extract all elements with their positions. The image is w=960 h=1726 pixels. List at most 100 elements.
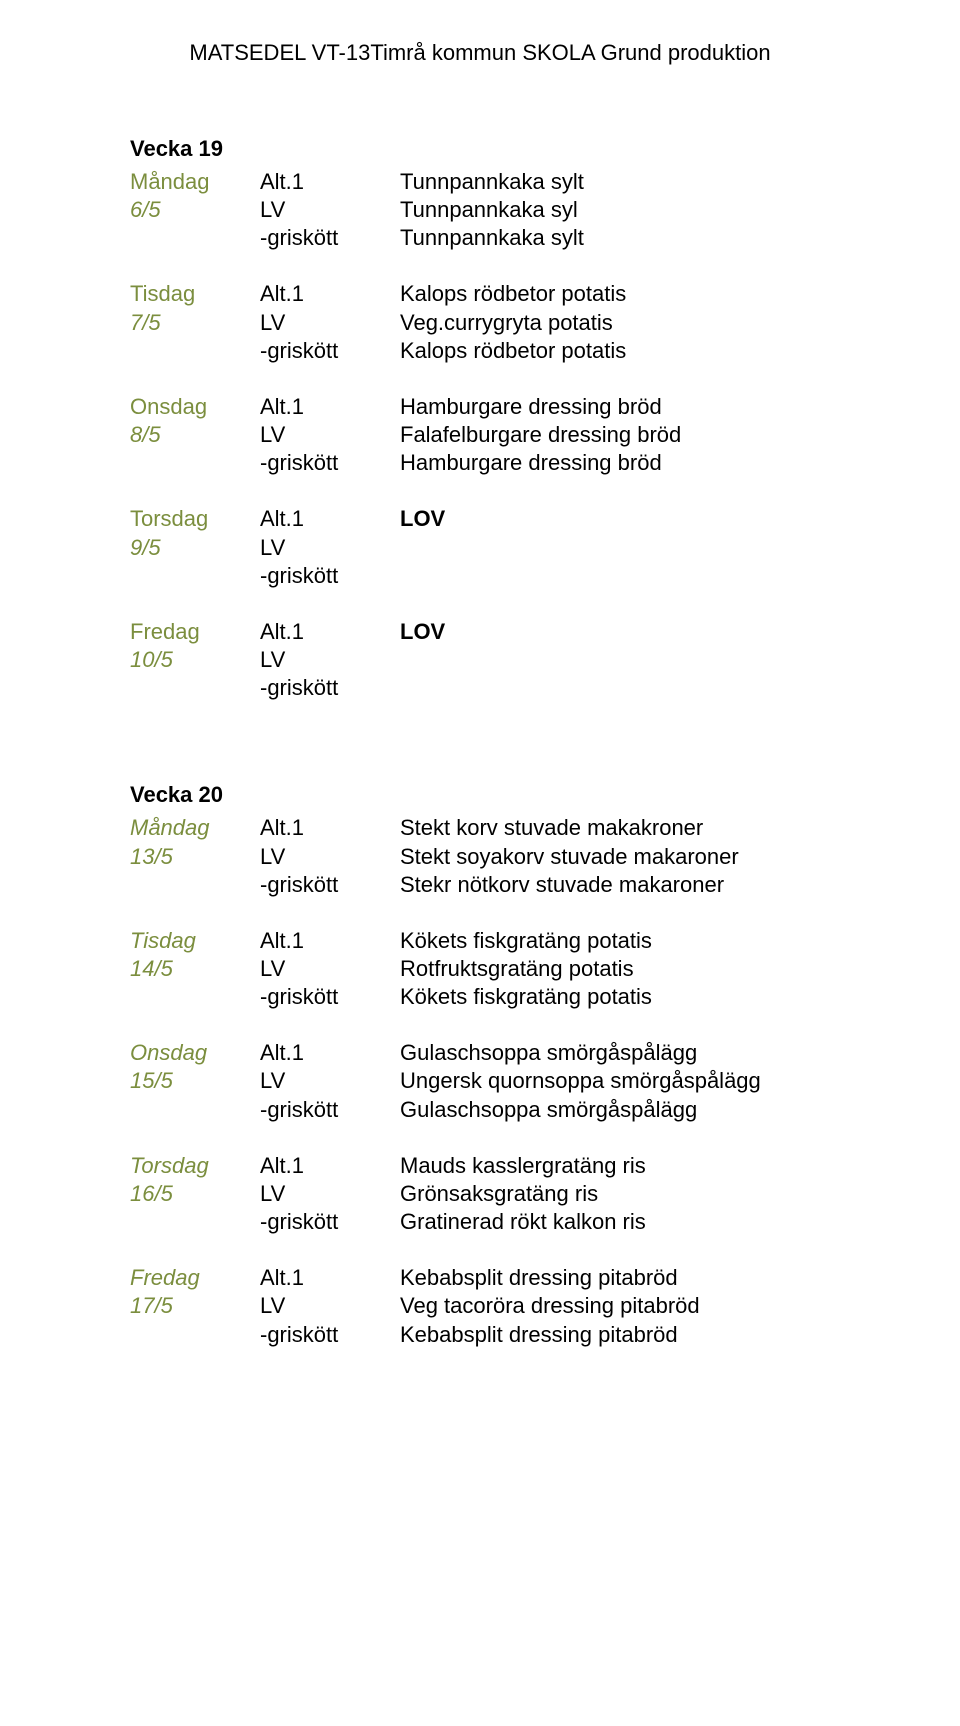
day-cell xyxy=(130,871,260,899)
day-name: Torsdag xyxy=(130,506,208,531)
day-cell xyxy=(130,1208,260,1236)
day-cell: 6/5 xyxy=(130,196,260,224)
day-cell xyxy=(130,1321,260,1349)
menu-row: -grisköttKalops rödbetor potatis xyxy=(130,337,890,365)
dish-name xyxy=(400,646,890,674)
day-cell: 8/5 xyxy=(130,421,260,449)
menu-row: 8/5LV Falafelburgare dressing bröd xyxy=(130,421,890,449)
day-name: Onsdag xyxy=(130,1040,207,1065)
alt-label: LV xyxy=(260,646,400,674)
day-cell: Fredag xyxy=(130,1264,260,1292)
alt-label: LV xyxy=(260,309,400,337)
alt-label: LV xyxy=(260,843,400,871)
menu-row: -grisköttHamburgare dressing bröd xyxy=(130,449,890,477)
dish-name: Veg.currygryta potatis xyxy=(400,309,890,337)
day-date: 6/5 xyxy=(130,197,161,222)
dish-name: LOV xyxy=(400,618,890,646)
day-name: Fredag xyxy=(130,619,200,644)
day-block: MåndagAlt.1Stekt korv stuvade makakroner… xyxy=(130,814,890,898)
day-name: Fredag xyxy=(130,1265,200,1290)
menu-row: -grisköttGratinerad rökt kalkon ris xyxy=(130,1208,890,1236)
day-cell: Tisdag xyxy=(130,280,260,308)
dish-name: Kalops rödbetor potatis xyxy=(400,337,890,365)
menu-row: FredagAlt.1Kebabsplit dressing pitabröd xyxy=(130,1264,890,1292)
day-date: 9/5 xyxy=(130,535,161,560)
menu-row: TisdagAlt.1Kalops rödbetor potatis xyxy=(130,280,890,308)
dish-name: LOV xyxy=(400,505,890,533)
alt-label: -griskött xyxy=(260,871,400,899)
day-cell xyxy=(130,1096,260,1124)
day-cell: 9/5 xyxy=(130,534,260,562)
alt-label: Alt.1 xyxy=(260,1039,400,1067)
alt-label: -griskött xyxy=(260,983,400,1011)
alt-label: Alt.1 xyxy=(260,1264,400,1292)
alt-label: LV xyxy=(260,1180,400,1208)
day-date: 16/5 xyxy=(130,1181,173,1206)
day-cell: Måndag xyxy=(130,168,260,196)
menu-row: 9/5LV xyxy=(130,534,890,562)
alt-label: -griskött xyxy=(260,1096,400,1124)
menu-row: -grisköttTunnpannkaka sylt xyxy=(130,224,890,252)
day-block: Tisdag Alt.1Kökets fiskgratäng potatis 14/… xyxy=(130,927,890,1011)
dish-name: Tunnpannkaka syl xyxy=(400,196,890,224)
day-cell xyxy=(130,983,260,1011)
day-cell: 15/5 xyxy=(130,1067,260,1095)
day-cell xyxy=(130,674,260,702)
menu-row: -grisköttKökets fiskgratäng potatis xyxy=(130,983,890,1011)
alt-label: -griskött xyxy=(260,1208,400,1236)
menu-row: Fredag Alt.1LOV xyxy=(130,618,890,646)
day-name: Tisdag xyxy=(130,281,195,306)
dish-name: Stekt soyakorv stuvade makaroner xyxy=(400,843,890,871)
menu-row: -grisköttKebabsplit dressing pitabröd xyxy=(130,1321,890,1349)
alt-label: Alt.1 xyxy=(260,280,400,308)
menu-row: 17/5LVVeg tacoröra dressing pitabröd xyxy=(130,1292,890,1320)
day-name: Måndag xyxy=(130,815,210,840)
menu-row: 16/5LVGrönsaksgratäng ris xyxy=(130,1180,890,1208)
dish-name xyxy=(400,562,890,590)
day-cell: Torsdag xyxy=(130,1152,260,1180)
alt-label: -griskött xyxy=(260,337,400,365)
menu-row: Onsdag Alt.1Gulaschsoppa smörgåspålägg xyxy=(130,1039,890,1067)
day-block: Tisdag Alt.1 Kalops rödbetor potatis7/5LVV… xyxy=(130,280,890,364)
day-date: 10/5 xyxy=(130,647,173,672)
menu-row: TorsdagAlt.1Mauds kasslergratäng ris xyxy=(130,1152,890,1180)
alt-label: Alt.1 xyxy=(260,618,400,646)
day-name: Tisdag xyxy=(130,928,196,953)
dish-name: Hamburgare dressing bröd xyxy=(400,393,890,421)
day-date: 13/5 xyxy=(130,844,173,869)
menu-row: 7/5LVVeg.currygryta potatis xyxy=(130,309,890,337)
menu-row: 6/5LVTunnpannkaka syl xyxy=(130,196,890,224)
dish-name: Kebabsplit dressing pitabröd xyxy=(400,1321,890,1349)
dish-name: Gulaschsoppa smörgåspålägg xyxy=(400,1039,890,1067)
day-cell: Onsdag xyxy=(130,393,260,421)
menu-row: -griskött xyxy=(130,674,890,702)
alt-label: Alt.1 xyxy=(260,814,400,842)
dish-name: Kökets fiskgratäng potatis xyxy=(400,983,890,1011)
dish-name: Hamburgare dressing bröd xyxy=(400,449,890,477)
alt-label: LV xyxy=(260,1292,400,1320)
dish-name: Veg tacoröra dressing pitabröd xyxy=(400,1292,890,1320)
alt-label: LV xyxy=(260,1067,400,1095)
day-date: 14/5 xyxy=(130,956,173,981)
page: MATSEDEL VT-13Timrå kommun SKOLA Grund p… xyxy=(0,0,960,1489)
menu-row: Torsdag Alt.1LOV xyxy=(130,505,890,533)
menu-row: -grisköttGulaschsoppa smörgåspålägg xyxy=(130,1096,890,1124)
menu-row: OnsdagAlt.1Hamburgare dressing bröd xyxy=(130,393,890,421)
day-block: MåndagAlt.1Tunnpannkaka sylt6/5LVTunnpan… xyxy=(130,168,890,252)
day-cell: Fredag xyxy=(130,618,260,646)
alt-label: LV xyxy=(260,421,400,449)
day-date: 15/5 xyxy=(130,1068,173,1093)
alt-label: Alt.1 xyxy=(260,927,400,955)
alt-label: Alt.1 xyxy=(260,1152,400,1180)
menu-row: TisdagAlt.1Kökets fiskgratäng potatis xyxy=(130,927,890,955)
day-block: TorsdagAlt.1LOV9/5LV-griskött xyxy=(130,505,890,589)
week-block: Vecka 20MåndagAlt.1Stekt korv stuvade ma… xyxy=(130,782,890,1348)
weeks-container: Vecka 19 MåndagAlt.1Tunnpannkaka sylt6/5L… xyxy=(130,136,890,1349)
week-title: Vecka 19 xyxy=(130,136,890,162)
dish-name: Gratinerad rökt kalkon ris xyxy=(400,1208,890,1236)
dish-name: Stekr nötkorv stuvade makaroner xyxy=(400,871,890,899)
menu-row: 15/5LVUngersk quornsoppa smörgåspålägg xyxy=(130,1067,890,1095)
day-cell: Torsdag xyxy=(130,505,260,533)
day-cell xyxy=(130,337,260,365)
alt-label: Alt.1 xyxy=(260,505,400,533)
